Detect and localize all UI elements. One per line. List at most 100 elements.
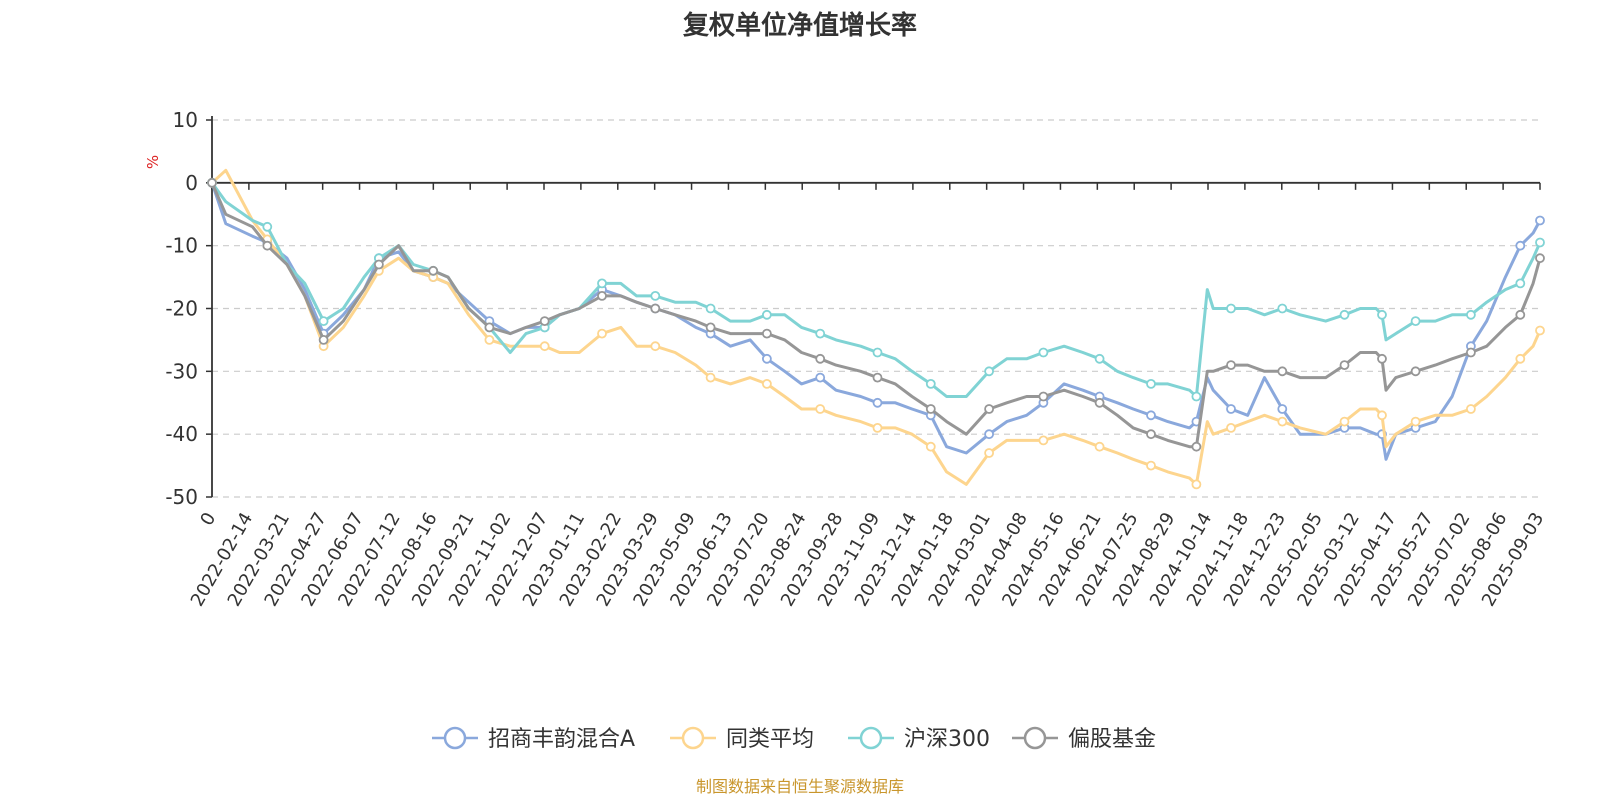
series-point bbox=[318, 316, 329, 327]
series-point bbox=[1277, 404, 1288, 414]
series-point bbox=[984, 448, 994, 458]
series-point bbox=[1339, 360, 1350, 371]
series-point bbox=[1377, 309, 1387, 320]
series-point bbox=[1277, 366, 1288, 377]
series-point bbox=[872, 397, 883, 408]
series-point bbox=[925, 404, 936, 414]
series-point bbox=[1038, 347, 1049, 358]
series-point bbox=[984, 404, 994, 414]
series-point bbox=[762, 328, 772, 339]
series-point bbox=[539, 341, 550, 352]
series-point bbox=[484, 322, 495, 333]
series-point bbox=[815, 404, 826, 414]
series-point bbox=[262, 221, 273, 232]
series-point bbox=[1094, 441, 1105, 452]
legend[interactable]: 招商丰韵混合A 同类平均 沪深300 偏股基金 bbox=[432, 726, 1156, 752]
series-point bbox=[373, 259, 384, 270]
series-point bbox=[1146, 378, 1156, 389]
legend-item-2[interactable]: 沪深300 bbox=[848, 726, 990, 752]
series-point bbox=[1515, 309, 1526, 320]
series-point bbox=[1038, 435, 1049, 446]
series-point bbox=[1377, 410, 1387, 421]
series-point bbox=[1410, 416, 1421, 427]
series-point bbox=[1339, 416, 1350, 427]
y-tick-label: -10 bbox=[165, 234, 198, 258]
series-point bbox=[428, 265, 439, 276]
series-point bbox=[1377, 353, 1387, 364]
series-point bbox=[539, 316, 550, 327]
series-point bbox=[1466, 309, 1476, 320]
series-point bbox=[1535, 325, 1545, 336]
legend-label: 同类平均 bbox=[726, 727, 814, 752]
series-point bbox=[1277, 303, 1288, 314]
legend-swatch-marker bbox=[443, 726, 467, 750]
series-point bbox=[984, 429, 994, 440]
legend-swatch-marker bbox=[681, 726, 705, 750]
series-lines bbox=[207, 168, 1545, 490]
series-point bbox=[872, 347, 883, 358]
series-point bbox=[925, 441, 936, 452]
series-point bbox=[1339, 309, 1350, 320]
series-point bbox=[1191, 391, 1202, 402]
series-point bbox=[1410, 316, 1421, 327]
x-tick-label: 0 bbox=[196, 509, 220, 529]
series-point bbox=[1466, 347, 1476, 358]
series-point bbox=[762, 353, 772, 364]
legend-swatch-marker bbox=[859, 726, 883, 750]
series-point bbox=[815, 372, 826, 383]
series-point bbox=[815, 353, 826, 364]
series-point bbox=[872, 372, 883, 383]
series-point bbox=[705, 322, 716, 333]
legend-label: 招商丰韵混合A bbox=[488, 727, 635, 752]
series-point bbox=[1226, 303, 1236, 314]
legend-item-1[interactable]: 同类平均 bbox=[670, 726, 814, 752]
y-tick-label: 0 bbox=[185, 171, 198, 195]
source-note: 制图数据来自恒生聚源数据库 bbox=[696, 777, 904, 796]
series-point bbox=[1094, 397, 1105, 408]
legend-label: 沪深300 bbox=[904, 727, 990, 752]
series-point bbox=[1146, 410, 1156, 421]
series-point bbox=[1191, 479, 1202, 490]
series-point bbox=[650, 303, 661, 314]
series-point bbox=[597, 278, 607, 289]
series-point bbox=[762, 378, 772, 389]
series-point bbox=[1226, 422, 1236, 433]
series-line-3 bbox=[210, 182, 1542, 449]
series-point bbox=[1094, 353, 1105, 364]
legend-label: 偏股基金 bbox=[1068, 727, 1156, 752]
series-point bbox=[650, 341, 661, 352]
series-line-0 bbox=[210, 182, 1542, 461]
series-point bbox=[1038, 391, 1049, 402]
series-point bbox=[597, 328, 607, 339]
series-point bbox=[207, 177, 217, 188]
y-tick-label: -30 bbox=[165, 359, 198, 383]
series-point bbox=[484, 334, 495, 345]
series-point bbox=[1535, 237, 1545, 248]
y-axis-unit: % bbox=[144, 155, 162, 169]
series-point bbox=[1535, 253, 1545, 264]
series-point bbox=[1146, 429, 1156, 440]
series-point bbox=[1515, 240, 1526, 251]
series-point bbox=[597, 290, 607, 301]
series-point bbox=[705, 303, 716, 314]
series-point bbox=[762, 309, 772, 320]
legend-item-3[interactable]: 偏股基金 bbox=[1012, 726, 1156, 752]
y-tick-label: 10 bbox=[173, 108, 198, 132]
series-point bbox=[1466, 404, 1476, 414]
legend-swatch-marker bbox=[1023, 726, 1047, 750]
x-axis: 02022-02-142022-03-212022-04-272022-06-0… bbox=[187, 181, 1548, 610]
series-point bbox=[815, 328, 826, 339]
series-point bbox=[1515, 278, 1526, 289]
chart-title: 复权单位净值增长率 bbox=[683, 10, 917, 41]
y-tick-label: -20 bbox=[165, 297, 198, 321]
y-tick-label: -40 bbox=[165, 422, 198, 446]
grid-lines bbox=[212, 119, 1540, 498]
series-line-1 bbox=[210, 168, 1542, 486]
series-point bbox=[925, 378, 936, 389]
legend-item-0[interactable]: 招商丰韵混合A bbox=[432, 726, 635, 752]
series-point bbox=[1146, 460, 1156, 471]
series-point bbox=[1410, 366, 1421, 377]
series-point bbox=[1226, 404, 1236, 414]
series-point bbox=[1191, 441, 1202, 452]
